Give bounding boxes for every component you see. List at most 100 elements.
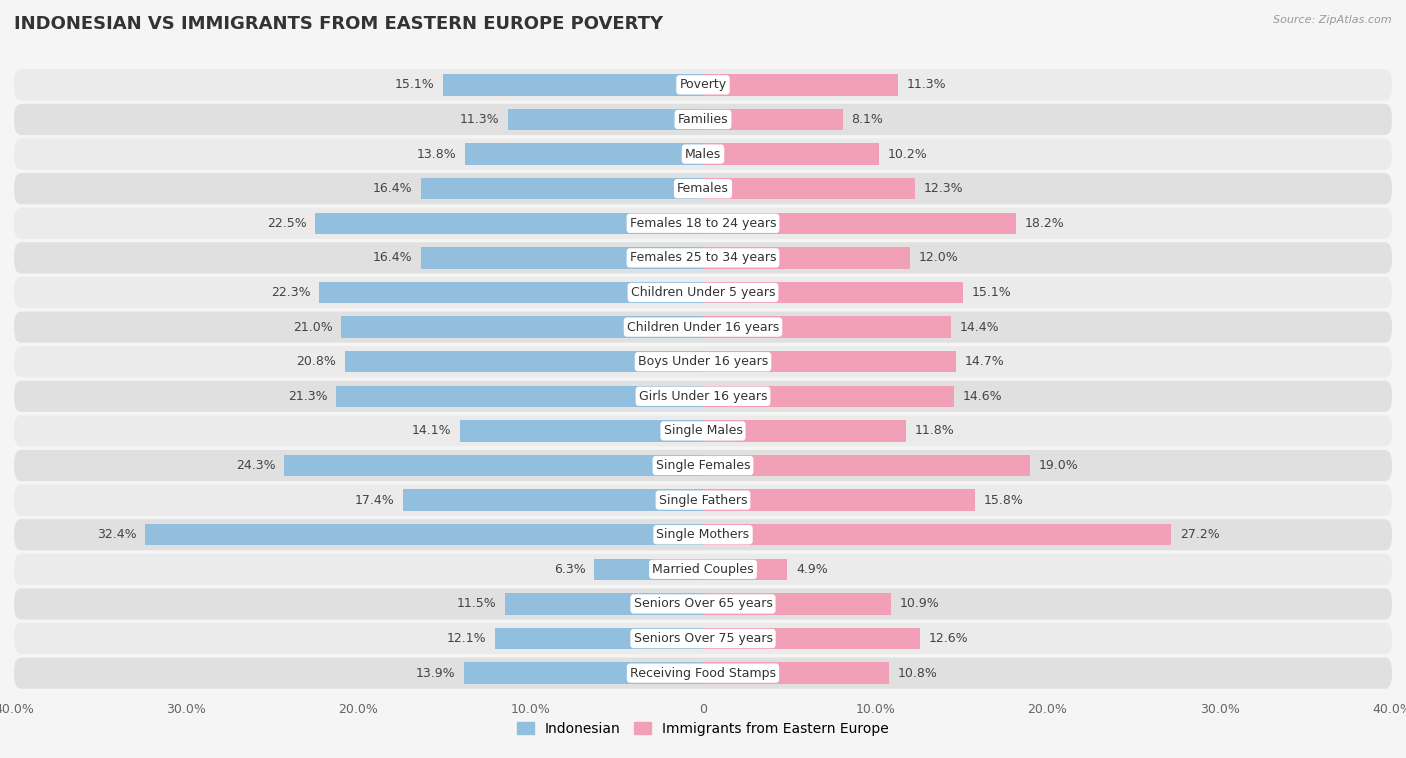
FancyBboxPatch shape: [14, 658, 1392, 689]
Bar: [703, 316, 950, 338]
Bar: [460, 420, 703, 442]
FancyBboxPatch shape: [14, 623, 1392, 654]
Text: Females 18 to 24 years: Females 18 to 24 years: [630, 217, 776, 230]
Bar: [344, 351, 703, 372]
Text: Single Females: Single Females: [655, 459, 751, 472]
Bar: [145, 524, 703, 546]
Text: 14.1%: 14.1%: [412, 424, 451, 437]
Text: Poverty: Poverty: [679, 78, 727, 92]
Text: 27.2%: 27.2%: [1180, 528, 1220, 541]
Text: Families: Families: [678, 113, 728, 126]
Text: 4.9%: 4.9%: [796, 563, 828, 576]
Bar: [505, 594, 703, 615]
Text: 21.0%: 21.0%: [292, 321, 333, 334]
Bar: [595, 559, 703, 580]
Text: 6.3%: 6.3%: [554, 563, 586, 576]
Bar: [509, 108, 703, 130]
Bar: [703, 282, 963, 303]
Text: 20.8%: 20.8%: [297, 356, 336, 368]
Text: 12.3%: 12.3%: [924, 182, 963, 195]
Text: 14.4%: 14.4%: [960, 321, 1000, 334]
Text: 12.6%: 12.6%: [928, 632, 969, 645]
Text: 10.9%: 10.9%: [900, 597, 939, 610]
Text: 11.8%: 11.8%: [915, 424, 955, 437]
Bar: [703, 490, 976, 511]
Text: 14.6%: 14.6%: [963, 390, 1002, 402]
Bar: [443, 74, 703, 96]
Bar: [342, 316, 703, 338]
Bar: [464, 662, 703, 684]
Text: Males: Males: [685, 148, 721, 161]
Text: Boys Under 16 years: Boys Under 16 years: [638, 356, 768, 368]
Text: 11.3%: 11.3%: [460, 113, 499, 126]
Bar: [336, 386, 703, 407]
Text: 11.3%: 11.3%: [907, 78, 946, 92]
FancyBboxPatch shape: [14, 139, 1392, 170]
Bar: [703, 524, 1171, 546]
Text: 19.0%: 19.0%: [1039, 459, 1078, 472]
Text: Children Under 5 years: Children Under 5 years: [631, 286, 775, 299]
Text: 13.8%: 13.8%: [418, 148, 457, 161]
FancyBboxPatch shape: [14, 69, 1392, 100]
Bar: [703, 212, 1017, 234]
Text: Females: Females: [678, 182, 728, 195]
FancyBboxPatch shape: [14, 381, 1392, 412]
Bar: [703, 628, 920, 650]
Text: 22.5%: 22.5%: [267, 217, 307, 230]
Text: 16.4%: 16.4%: [373, 252, 412, 265]
Bar: [319, 282, 703, 303]
Text: 22.3%: 22.3%: [271, 286, 311, 299]
FancyBboxPatch shape: [14, 519, 1392, 550]
Text: Single Fathers: Single Fathers: [659, 493, 747, 506]
Text: 15.1%: 15.1%: [395, 78, 434, 92]
Legend: Indonesian, Immigrants from Eastern Europe: Indonesian, Immigrants from Eastern Euro…: [512, 716, 894, 741]
Bar: [703, 559, 787, 580]
Text: 11.5%: 11.5%: [457, 597, 496, 610]
Text: 13.9%: 13.9%: [415, 666, 456, 680]
Text: Single Mothers: Single Mothers: [657, 528, 749, 541]
Text: INDONESIAN VS IMMIGRANTS FROM EASTERN EUROPE POVERTY: INDONESIAN VS IMMIGRANTS FROM EASTERN EU…: [14, 15, 664, 33]
Text: 12.0%: 12.0%: [918, 252, 957, 265]
Bar: [703, 420, 907, 442]
Bar: [703, 74, 897, 96]
Text: 15.1%: 15.1%: [972, 286, 1011, 299]
FancyBboxPatch shape: [14, 104, 1392, 135]
Bar: [703, 386, 955, 407]
Bar: [703, 247, 910, 268]
Text: 17.4%: 17.4%: [354, 493, 395, 506]
Bar: [703, 662, 889, 684]
Text: Children Under 16 years: Children Under 16 years: [627, 321, 779, 334]
Text: 14.7%: 14.7%: [965, 356, 1004, 368]
Bar: [284, 455, 703, 476]
Text: 18.2%: 18.2%: [1025, 217, 1064, 230]
Bar: [703, 178, 915, 199]
FancyBboxPatch shape: [14, 173, 1392, 204]
Text: 10.8%: 10.8%: [897, 666, 938, 680]
Text: 8.1%: 8.1%: [851, 113, 883, 126]
FancyBboxPatch shape: [14, 450, 1392, 481]
FancyBboxPatch shape: [14, 243, 1392, 274]
Text: 24.3%: 24.3%: [236, 459, 276, 472]
Bar: [703, 108, 842, 130]
Bar: [495, 628, 703, 650]
Bar: [404, 490, 703, 511]
FancyBboxPatch shape: [14, 208, 1392, 239]
Text: Seniors Over 75 years: Seniors Over 75 years: [634, 632, 772, 645]
Bar: [420, 247, 703, 268]
Bar: [703, 455, 1031, 476]
Text: Single Males: Single Males: [664, 424, 742, 437]
Text: Married Couples: Married Couples: [652, 563, 754, 576]
Bar: [315, 212, 703, 234]
Text: 15.8%: 15.8%: [984, 493, 1024, 506]
Text: Girls Under 16 years: Girls Under 16 years: [638, 390, 768, 402]
Bar: [703, 143, 879, 164]
Text: 32.4%: 32.4%: [97, 528, 136, 541]
Bar: [703, 351, 956, 372]
Text: Females 25 to 34 years: Females 25 to 34 years: [630, 252, 776, 265]
FancyBboxPatch shape: [14, 312, 1392, 343]
FancyBboxPatch shape: [14, 277, 1392, 308]
Text: 21.3%: 21.3%: [288, 390, 328, 402]
Text: 10.2%: 10.2%: [887, 148, 927, 161]
FancyBboxPatch shape: [14, 346, 1392, 377]
Text: Receiving Food Stamps: Receiving Food Stamps: [630, 666, 776, 680]
